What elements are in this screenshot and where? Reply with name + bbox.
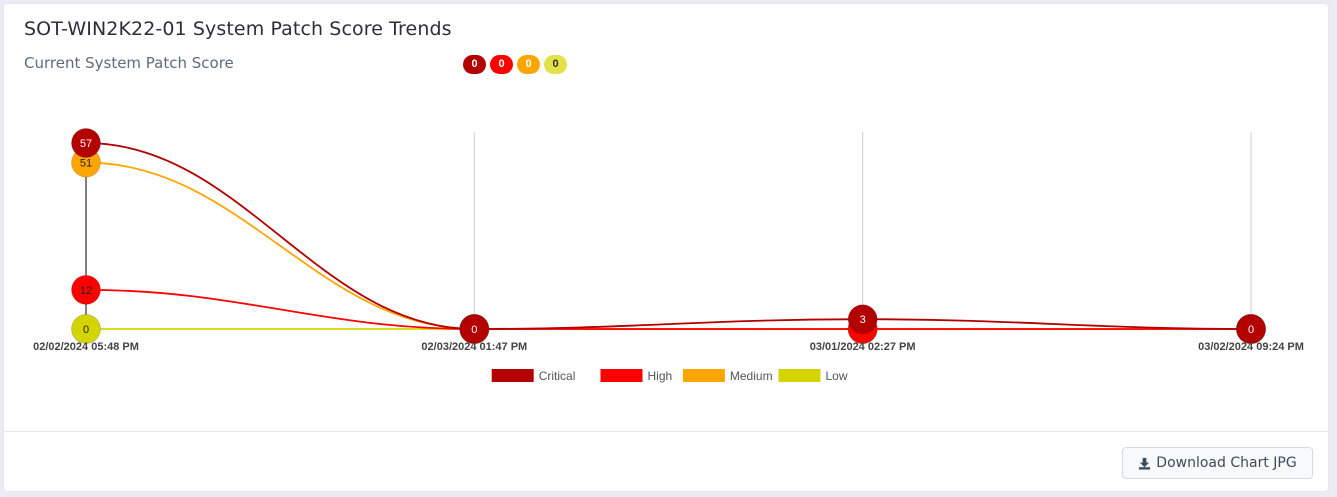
- legend-label-high: High: [648, 369, 673, 383]
- legend-label-critical: Critical: [539, 369, 576, 383]
- download-icon: [1139, 457, 1151, 470]
- legend-swatch-high: [600, 369, 643, 382]
- chart-title: SOT-WIN2K22-01 System Patch Score Trends: [24, 18, 452, 40]
- low-score-badge: 0: [544, 55, 567, 74]
- legend-swatch-critical: [491, 369, 534, 382]
- data-label-high: 12: [80, 285, 92, 297]
- x-tick-label: 02/03/2024 01:47 PM: [421, 341, 527, 353]
- patch-score-card: SOT-WIN2K22-01 System Patch Score Trends…: [3, 3, 1329, 492]
- data-label-critical: 0: [1248, 324, 1254, 336]
- data-label-critical: 0: [471, 324, 477, 336]
- series-line-medium: [85, 161, 1251, 330]
- legend-swatch-medium: [682, 369, 725, 382]
- series-line-high: [85, 288, 1251, 330]
- critical-score-badge: 0: [463, 55, 486, 74]
- data-point-critical: [1236, 314, 1266, 344]
- data-point-low: [71, 314, 101, 344]
- data-label-low: 0: [83, 324, 89, 336]
- x-tick-label: 03/02/2024 09:24 PM: [1198, 341, 1304, 353]
- download-chart-button[interactable]: Download Chart JPG: [1122, 447, 1313, 479]
- current-score-badges: 0 0 0 0: [463, 55, 567, 74]
- x-tick-label: 03/01/2024 02:27 PM: [810, 341, 916, 353]
- series-line-critical: [85, 142, 1252, 330]
- data-point-critical: [459, 314, 490, 344]
- legend-label-medium: Medium: [730, 369, 773, 383]
- trend-line-chart: 000051000120005703002/02/2024 05:48 PM02…: [33, 128, 1304, 383]
- legend-swatch-low: [778, 369, 821, 382]
- data-point-critical: [71, 128, 101, 158]
- chart-subtitle: Current System Patch Score: [24, 54, 234, 72]
- data-label-medium: 51: [80, 158, 92, 170]
- data-label-critical: 3: [860, 314, 866, 326]
- download-chart-label: Download Chart JPG: [1156, 455, 1297, 471]
- data-label-critical: 57: [80, 138, 92, 150]
- data-point-critical: [847, 304, 878, 335]
- legend-label-low: Low: [826, 369, 848, 383]
- high-score-badge: 0: [490, 55, 513, 74]
- footer-divider: [4, 431, 1328, 432]
- data-point-high: [71, 274, 101, 305]
- x-tick-label: 02/02/2024 05:48 PM: [33, 341, 139, 353]
- medium-score-badge: 0: [517, 55, 540, 74]
